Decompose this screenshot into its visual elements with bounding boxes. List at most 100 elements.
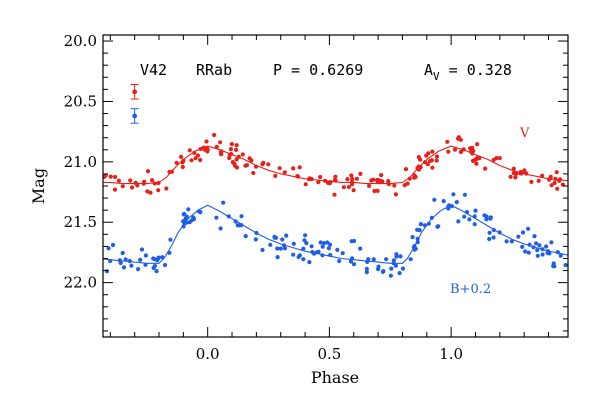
data-point xyxy=(195,153,200,158)
error-bar-point xyxy=(132,113,138,119)
data-point xyxy=(321,241,327,246)
data-point xyxy=(151,265,156,271)
data-point xyxy=(351,188,356,193)
x-tick-label: 0.5 xyxy=(317,345,341,363)
data-point xyxy=(198,157,203,163)
data-point xyxy=(445,139,450,144)
data-point xyxy=(529,179,534,184)
y-tick-label: 21.5 xyxy=(64,213,97,231)
data-point xyxy=(335,247,340,252)
data-point xyxy=(307,260,312,265)
data-point xyxy=(371,257,376,262)
data-point xyxy=(296,254,301,260)
data-point xyxy=(458,149,464,155)
data-point xyxy=(268,242,273,247)
data-point xyxy=(280,237,285,242)
data-point xyxy=(384,257,389,262)
data-point xyxy=(532,234,537,239)
data-point xyxy=(549,240,554,245)
data-point xyxy=(181,212,186,217)
data-point xyxy=(218,140,223,145)
data-point xyxy=(397,271,402,276)
data-point xyxy=(135,183,140,188)
data-point xyxy=(318,174,323,180)
data-point xyxy=(555,186,560,191)
data-point xyxy=(112,187,118,192)
data-point xyxy=(388,273,393,278)
plot-frame xyxy=(102,34,569,338)
data-point xyxy=(212,132,217,138)
data-point xyxy=(168,237,173,242)
data-point xyxy=(488,215,493,220)
data-point xyxy=(487,236,492,242)
data-point xyxy=(297,165,302,170)
amplitude-value: = 0.328 xyxy=(440,61,512,79)
data-point xyxy=(239,214,244,219)
data-point xyxy=(537,243,542,248)
data-point xyxy=(214,215,219,220)
data-point xyxy=(456,219,461,224)
data-point xyxy=(128,178,133,183)
data-point xyxy=(394,252,399,257)
data-point xyxy=(291,252,296,257)
data-point xyxy=(381,269,386,274)
data-point xyxy=(326,246,331,251)
data-point xyxy=(551,263,556,269)
data-point xyxy=(473,208,478,213)
data-point xyxy=(277,166,282,171)
data-point xyxy=(341,185,346,190)
data-point xyxy=(424,153,429,158)
data-point xyxy=(332,192,337,197)
data-point xyxy=(472,222,477,227)
data-point xyxy=(162,262,168,268)
data-point xyxy=(545,250,550,256)
x-axis-label: Phase xyxy=(311,368,359,387)
data-point xyxy=(129,263,134,268)
data-point xyxy=(301,246,306,251)
y-tick-label: 21.0 xyxy=(64,153,97,171)
data-point xyxy=(340,251,345,256)
data-point xyxy=(462,214,467,219)
data-point xyxy=(462,192,467,197)
data-point xyxy=(243,163,248,168)
data-point xyxy=(540,252,545,257)
data-point xyxy=(470,158,476,163)
data-point xyxy=(432,197,437,202)
data-point xyxy=(522,168,527,173)
data-point xyxy=(260,247,265,253)
data-point xyxy=(403,167,409,172)
data-point xyxy=(467,217,472,222)
data-point xyxy=(475,142,480,147)
data-point xyxy=(516,234,521,239)
error-bar-layer xyxy=(130,84,139,124)
data-point xyxy=(247,156,252,161)
data-point xyxy=(130,185,135,190)
data-point xyxy=(303,182,308,187)
data-point xyxy=(275,255,280,260)
data-point xyxy=(174,160,179,165)
data-point xyxy=(325,240,330,245)
data-point xyxy=(192,150,197,155)
data-point xyxy=(318,240,323,245)
data-point xyxy=(180,164,185,170)
data-point xyxy=(142,179,147,184)
data-point xyxy=(253,237,258,242)
data-point xyxy=(400,266,406,271)
annotation-amplitude: AV = 0.328 xyxy=(424,61,512,83)
data-point xyxy=(358,246,363,251)
data-point xyxy=(367,183,372,188)
data-point xyxy=(372,188,377,194)
data-point xyxy=(320,244,325,249)
data-point xyxy=(138,257,143,262)
data-point xyxy=(416,155,421,160)
data-point xyxy=(520,230,526,235)
data-point xyxy=(389,266,394,271)
data-point xyxy=(511,166,516,171)
data-point xyxy=(106,246,111,251)
data-point xyxy=(468,146,473,151)
data-point xyxy=(186,207,191,212)
data-point xyxy=(379,173,384,178)
legend-label-v: V xyxy=(519,126,530,141)
x-tick-label: 1.0 xyxy=(439,345,463,363)
data-point xyxy=(148,190,153,195)
